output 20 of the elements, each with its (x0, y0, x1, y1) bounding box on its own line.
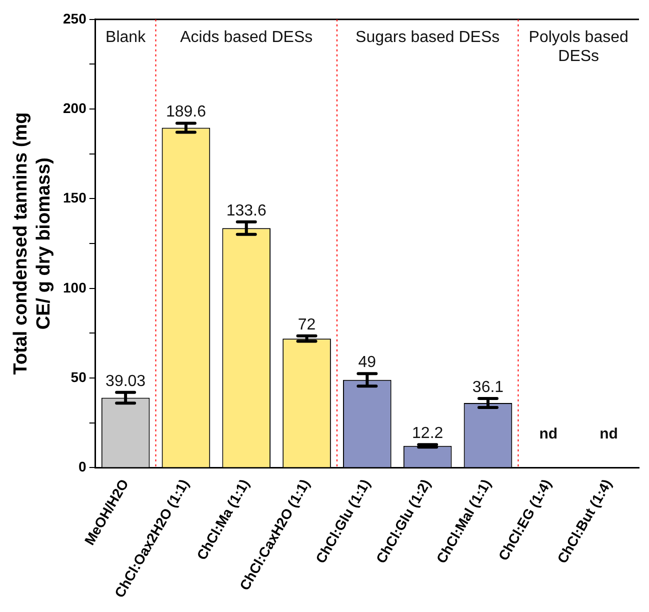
y-tick-label: 0 (78, 458, 87, 475)
annotation: Sugars based DESs (356, 28, 500, 46)
data-label: 39.03 (106, 372, 146, 390)
y-tick-label: 250 (63, 10, 87, 26)
y-tick-label: 200 (63, 100, 87, 116)
data-label: 133.6 (226, 202, 266, 220)
data-label: 36.1 (472, 378, 504, 396)
text: nd (539, 425, 558, 442)
data-label: 49 (358, 354, 376, 371)
y-tick-label: 100 (63, 279, 87, 296)
data-label: 72 (298, 316, 316, 334)
annotation: Acids based DESs (180, 28, 313, 46)
y-axis-title: Total condensed tannins (mg CE/ g dry biomass) (10, 112, 55, 375)
y-tick-label: 50 (70, 368, 87, 385)
annotation: Blank (106, 28, 147, 46)
annotation: Polyols based DESs (528, 28, 628, 65)
data-label: 12.2 (412, 424, 444, 442)
y-tick-label: 150 (63, 190, 87, 206)
text: nd (600, 425, 618, 442)
data-label: 189.6 (166, 104, 206, 121)
